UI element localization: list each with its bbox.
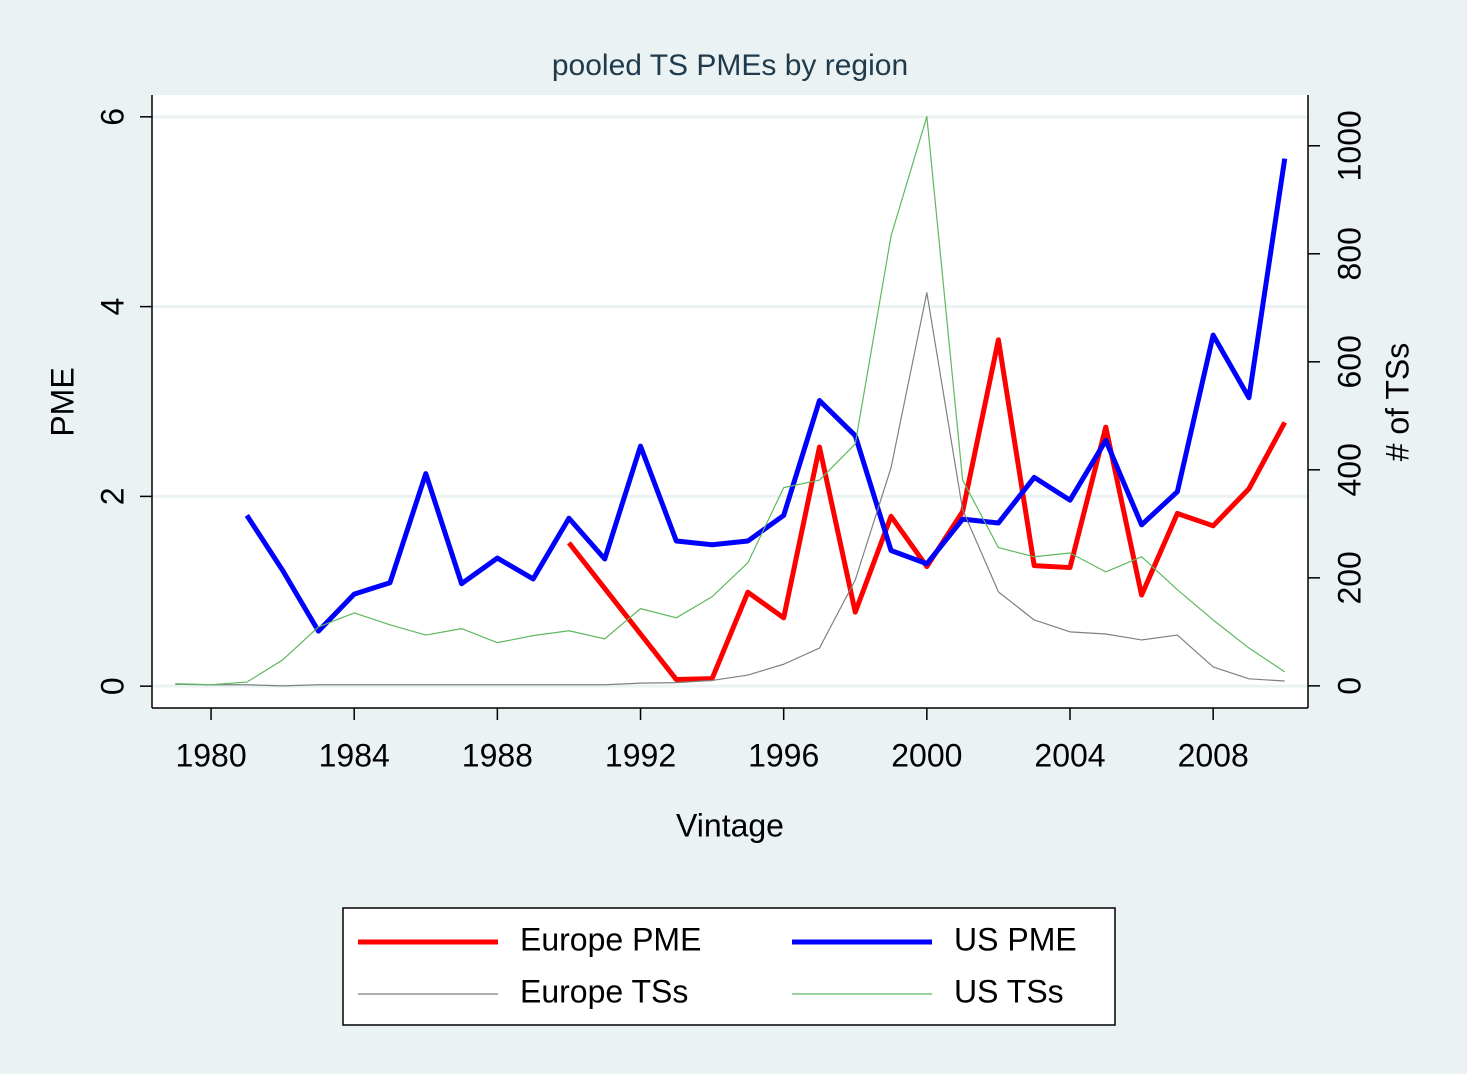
legend — [342, 907, 1116, 1026]
legend-label: Europe PME — [520, 921, 701, 957]
y2-tick-label: 1000 — [1331, 110, 1367, 181]
y-axis-title: PME — [44, 367, 80, 436]
y-tick-label: 6 — [94, 108, 130, 126]
chart-title: pooled TS PMEs by region — [552, 49, 908, 82]
x-axis-title: Vintage — [676, 807, 784, 843]
y2-tick-label: 200 — [1331, 551, 1367, 604]
x-tick-label: 2008 — [1178, 737, 1249, 773]
y2-axis-title: # of TSs — [1379, 343, 1415, 462]
y-tick-label: 4 — [94, 298, 130, 316]
series-line — [175, 116, 1286, 686]
y2-tick-label: 400 — [1331, 443, 1367, 496]
y2-tick-label: 800 — [1331, 227, 1367, 280]
x-tick-label: 1984 — [319, 737, 390, 773]
series-line — [244, 158, 1288, 634]
x-tick-label: 1996 — [748, 737, 819, 773]
legend-label: US TSs — [954, 973, 1064, 1009]
series-line — [175, 292, 1285, 687]
series-line — [566, 337, 1287, 683]
y2-tick-label: 0 — [1331, 677, 1367, 695]
y2-tick-label: 600 — [1331, 335, 1367, 388]
x-tick-label: 2004 — [1034, 737, 1105, 773]
legend-label: US PME — [954, 921, 1077, 957]
x-tick-label: 1980 — [175, 737, 246, 773]
x-tick-label: 2000 — [891, 737, 962, 773]
x-tick-label: 1992 — [605, 737, 676, 773]
y-tick-label: 2 — [94, 487, 130, 505]
legend-label: Europe TSs — [520, 973, 688, 1009]
y-tick-label: 0 — [94, 677, 130, 695]
x-tick-label: 1988 — [462, 737, 533, 773]
plot-area — [152, 95, 1308, 708]
